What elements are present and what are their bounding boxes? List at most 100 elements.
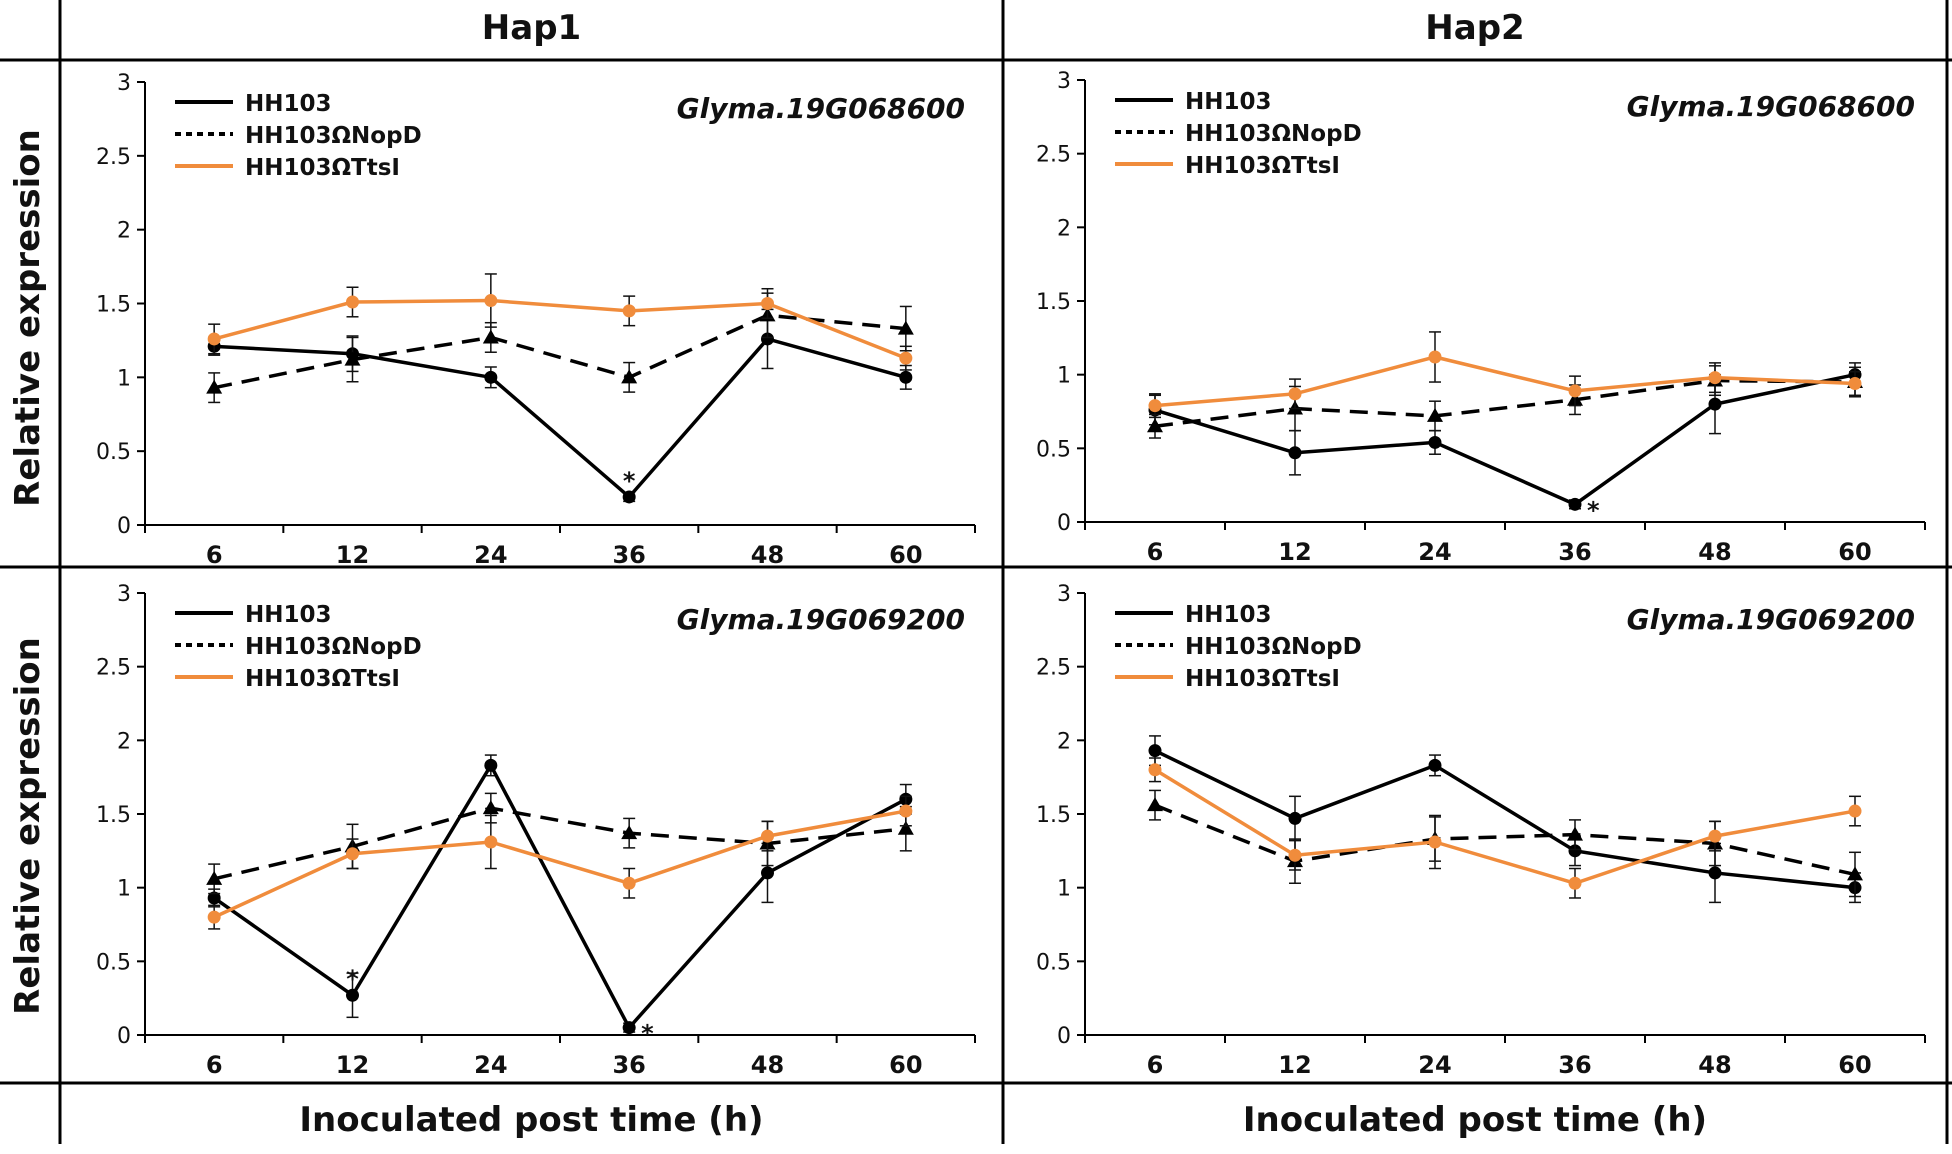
data-point [761,866,774,880]
chart-title: Glyma.19G069200 [1627,603,1915,636]
data-point [1568,497,1582,511]
data-point [207,891,221,905]
series-3 [207,273,913,371]
y-tick-label: 0.5 [1036,437,1071,462]
series-3 [207,795,913,930]
y-axis-label-bottom: Relative expression [8,637,48,1015]
data-point [482,329,499,344]
x-tick-label: 6 [1147,1051,1164,1079]
y-tick-label: 1.5 [96,293,131,318]
data-point [897,820,914,835]
x-tick-label: 60 [889,1051,922,1079]
y-tick-label: 0.5 [96,440,131,465]
x-tick-label: 36 [612,1051,645,1079]
legend-label: HH103ΩNopD [1185,634,1362,660]
data-point [484,758,498,772]
data-point [1708,829,1722,843]
x-tick-label: 12 [1278,1051,1311,1079]
chart-title: Glyma.19G068600 [677,92,965,125]
data-point [344,351,361,366]
x-tick-label: 24 [474,1051,507,1079]
y-tick-label: 2.5 [1036,656,1071,681]
chart-panel-2: 00.511.522.536 12 24 36 48 60Glyma.19G068600H… [1036,69,1926,566]
data-point [1568,844,1582,858]
y-tick-label: 2 [117,219,131,244]
y-tick-label: 0.5 [1036,950,1071,975]
data-point [1427,407,1443,422]
data-point [622,1021,636,1035]
data-point [621,825,638,840]
header-hap2: Hap2 [1425,8,1525,48]
x-tick-label: 12 [1278,538,1311,566]
series-line [213,761,907,1031]
data-point [1568,876,1582,890]
data-point [761,297,774,310]
x-tick-label: 12 [336,1051,369,1079]
data-point [899,370,913,384]
y-tick-label: 1.5 [96,803,131,828]
y-tick-label: 2.5 [96,145,131,170]
x-tick-label: 60 [889,541,922,569]
series-line [1154,372,1856,507]
data-point [1428,835,1442,849]
series-line [213,298,907,360]
series-line [214,336,907,500]
y-tick-label: 1 [117,366,131,391]
series-2 [206,792,914,895]
y-tick-label: 0 [117,1024,131,1049]
x-tick-label: 48 [1698,1051,1731,1079]
series-1 [207,308,913,504]
x-tick-label: 60 [1838,1051,1871,1079]
series-line [1154,749,1856,890]
x-axis-label-right: Inoculated post time (h) [1242,1100,1708,1140]
x-tick-label: 12 [336,541,369,569]
x-tick-label: 6 [206,541,223,569]
data-point [897,320,914,335]
data-point [761,829,774,843]
legend-label: HH103 [245,91,332,117]
y-tick-label: 2.5 [96,656,131,681]
y-tick-label: 3 [1057,69,1071,94]
legend-label: HH103 [1185,602,1272,628]
x-tick-label: 48 [751,541,784,569]
data-point [622,876,636,890]
header-hap1: Hap1 [481,8,582,48]
y-tick-label: 3 [117,71,131,96]
series-line [1154,378,1856,428]
data-point [207,332,221,346]
data-point [207,910,221,924]
y-tick-label: 1.5 [1036,803,1071,828]
data-point [484,835,498,849]
x-tick-label: 24 [474,541,507,569]
y-tick-label: 3 [1057,582,1071,607]
chart-title: Glyma.19G069200 [677,603,965,636]
data-point [346,988,359,1002]
series-line [213,313,907,390]
data-point [1288,387,1302,401]
data-point [206,379,223,394]
y-tick-label: 0 [1057,1024,1071,1049]
data-point [1147,797,1163,812]
legend-label: HH103 [245,602,332,628]
data-point [1147,418,1163,433]
data-point [1428,350,1442,364]
legend-label: HH103ΩNopD [1185,121,1362,147]
x-tick-label: 24 [1418,1051,1451,1079]
legend-label: HH103ΩTtsI [245,666,400,692]
x-tick-label: 24 [1418,538,1451,566]
series-3 [1148,757,1862,899]
data-point [484,294,498,308]
data-point [1428,435,1442,449]
data-point [1847,866,1863,881]
x-tick-label: 36 [1558,1051,1591,1079]
data-point [622,304,636,318]
y-tick-label: 2 [1057,216,1071,241]
chart-panel-4: 00.511.522.536 12 24 36 48 60Glyma.19G069200H… [1036,582,1926,1079]
series-1 [207,754,913,1035]
series-line [1154,355,1856,408]
data-point [484,370,498,384]
data-point [1567,826,1583,841]
x-axis-label-left: Inoculated post time (h) [299,1100,764,1140]
